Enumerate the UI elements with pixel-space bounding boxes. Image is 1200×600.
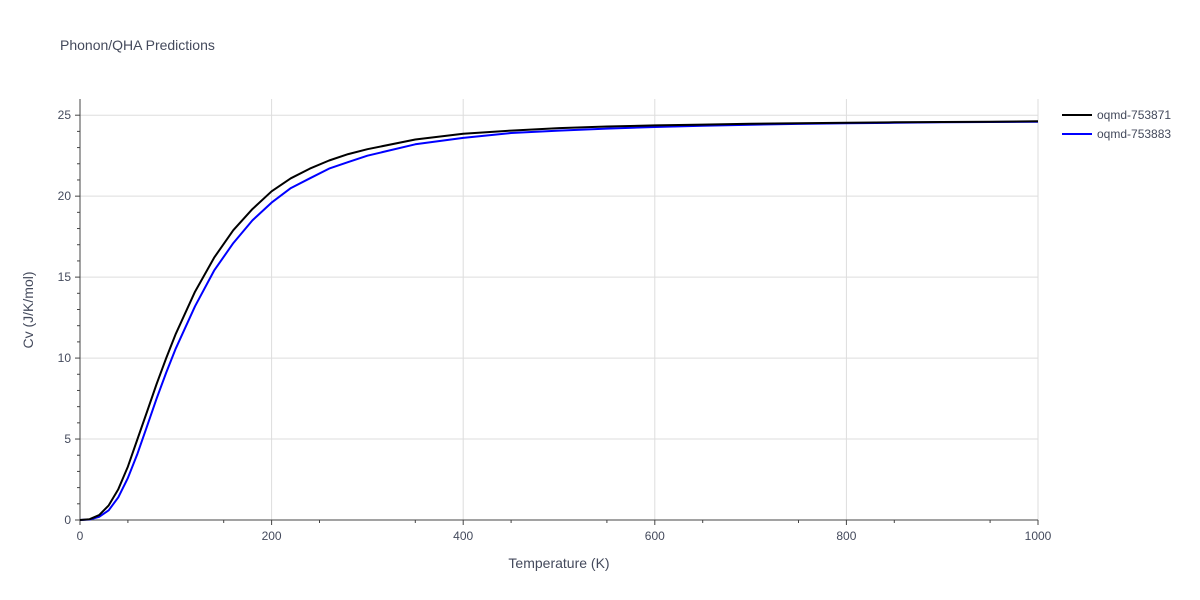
x-tick-label: 600 [645, 529, 665, 543]
y-tick-label: 5 [64, 432, 71, 446]
legend-label: oqmd-753871 [1097, 108, 1171, 122]
legend-item-oqmd-753871[interactable]: oqmd-753871 [1062, 108, 1171, 122]
chart-title: Phonon/QHA Predictions [60, 37, 215, 53]
x-axis-label: Temperature (K) [508, 555, 609, 571]
x-tick-label: 1000 [1025, 529, 1052, 543]
legend[interactable]: oqmd-753871 oqmd-753883 [1062, 108, 1171, 141]
y-axis-label: Cv (J/K/mol) [20, 272, 36, 349]
x-tick-label: 400 [453, 529, 473, 543]
series-lines [79, 120, 1039, 521]
series-line-oqmd-753871 [79, 120, 1039, 521]
y-tick-label: 15 [58, 270, 72, 284]
legend-label: oqmd-753883 [1097, 127, 1171, 141]
y-tick-label: 25 [58, 108, 72, 122]
axes: 0 200 400 600 800 1000 0 5 10 15 20 25 [58, 99, 1052, 543]
grid-lines [80, 99, 1039, 520]
x-tick-label: 800 [836, 529, 856, 543]
legend-item-oqmd-753883[interactable]: oqmd-753883 [1062, 127, 1171, 141]
series-line-oqmd-753883 [79, 120, 1039, 521]
x-tick-label: 200 [262, 529, 282, 543]
y-tick-label: 0 [64, 513, 71, 527]
x-tick-label: 0 [77, 529, 84, 543]
y-tick-label: 20 [58, 189, 72, 203]
y-tick-label: 10 [58, 351, 72, 365]
